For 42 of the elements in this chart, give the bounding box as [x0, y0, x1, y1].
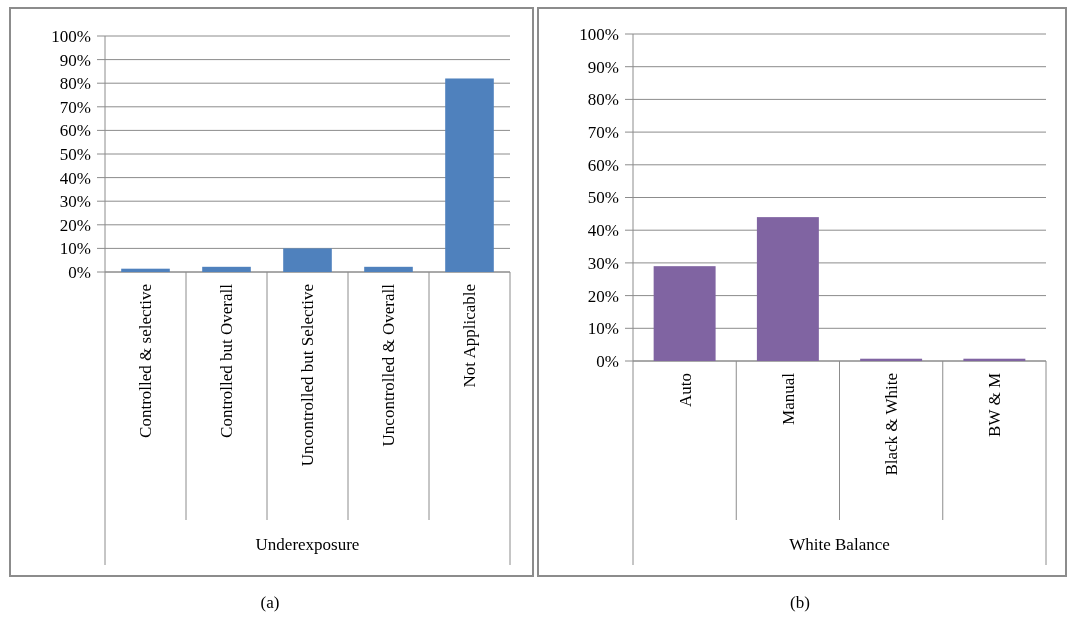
- y-tick-label: 40%: [59, 168, 91, 188]
- bar: [121, 268, 170, 272]
- x-tick-label: Controlled but Overall: [217, 283, 237, 438]
- bar: [653, 266, 716, 361]
- y-tick-label: 60%: [587, 155, 619, 175]
- y-tick-label: 30%: [59, 192, 91, 212]
- y-tick-label: 10%: [587, 319, 619, 339]
- y-tick-label: 70%: [59, 97, 91, 117]
- y-tick-label: 20%: [587, 286, 619, 306]
- x-tick-label: Uncontrolled but Selective: [298, 284, 318, 467]
- y-tick-label: 40%: [587, 221, 619, 241]
- text: (b): [790, 593, 810, 612]
- y-tick-label: 10%: [59, 239, 91, 259]
- y-tick-label: 60%: [59, 121, 91, 141]
- y-tick-label: 50%: [59, 144, 91, 164]
- y-tick-label: 50%: [587, 188, 619, 208]
- bar: [756, 217, 819, 361]
- x-tick-label: Manual: [778, 372, 798, 425]
- bar: [283, 248, 332, 272]
- x-tick-label: Uncontrolled & Overall: [379, 283, 399, 447]
- y-tick-label: 90%: [59, 50, 91, 70]
- x-tick-label: Auto: [675, 373, 695, 407]
- y-tick-label: 0%: [596, 351, 619, 371]
- y-tick-label: 100%: [579, 24, 619, 44]
- x-tick-label: Not Applicable: [460, 284, 480, 388]
- y-tick-label: 30%: [587, 253, 619, 273]
- y-tick-label: 70%: [587, 123, 619, 143]
- y-tick-label: 80%: [59, 74, 91, 94]
- bar: [445, 78, 494, 272]
- x-tick-label: Black & White: [882, 373, 902, 476]
- bar: [364, 266, 413, 272]
- bar: [202, 266, 251, 272]
- y-tick-label: 0%: [68, 262, 91, 282]
- y-tick-label: 80%: [587, 90, 619, 110]
- x-tick-label: Controlled & selective: [136, 284, 156, 438]
- y-tick-label: 20%: [59, 215, 91, 235]
- x-axis-title: Underexposure: [255, 535, 360, 554]
- x-tick-label: BW & M: [985, 373, 1005, 437]
- text: (a): [260, 593, 280, 612]
- y-tick-label: 100%: [51, 26, 91, 46]
- x-axis-title: White Balance: [789, 535, 890, 554]
- y-tick-label: 90%: [587, 57, 619, 77]
